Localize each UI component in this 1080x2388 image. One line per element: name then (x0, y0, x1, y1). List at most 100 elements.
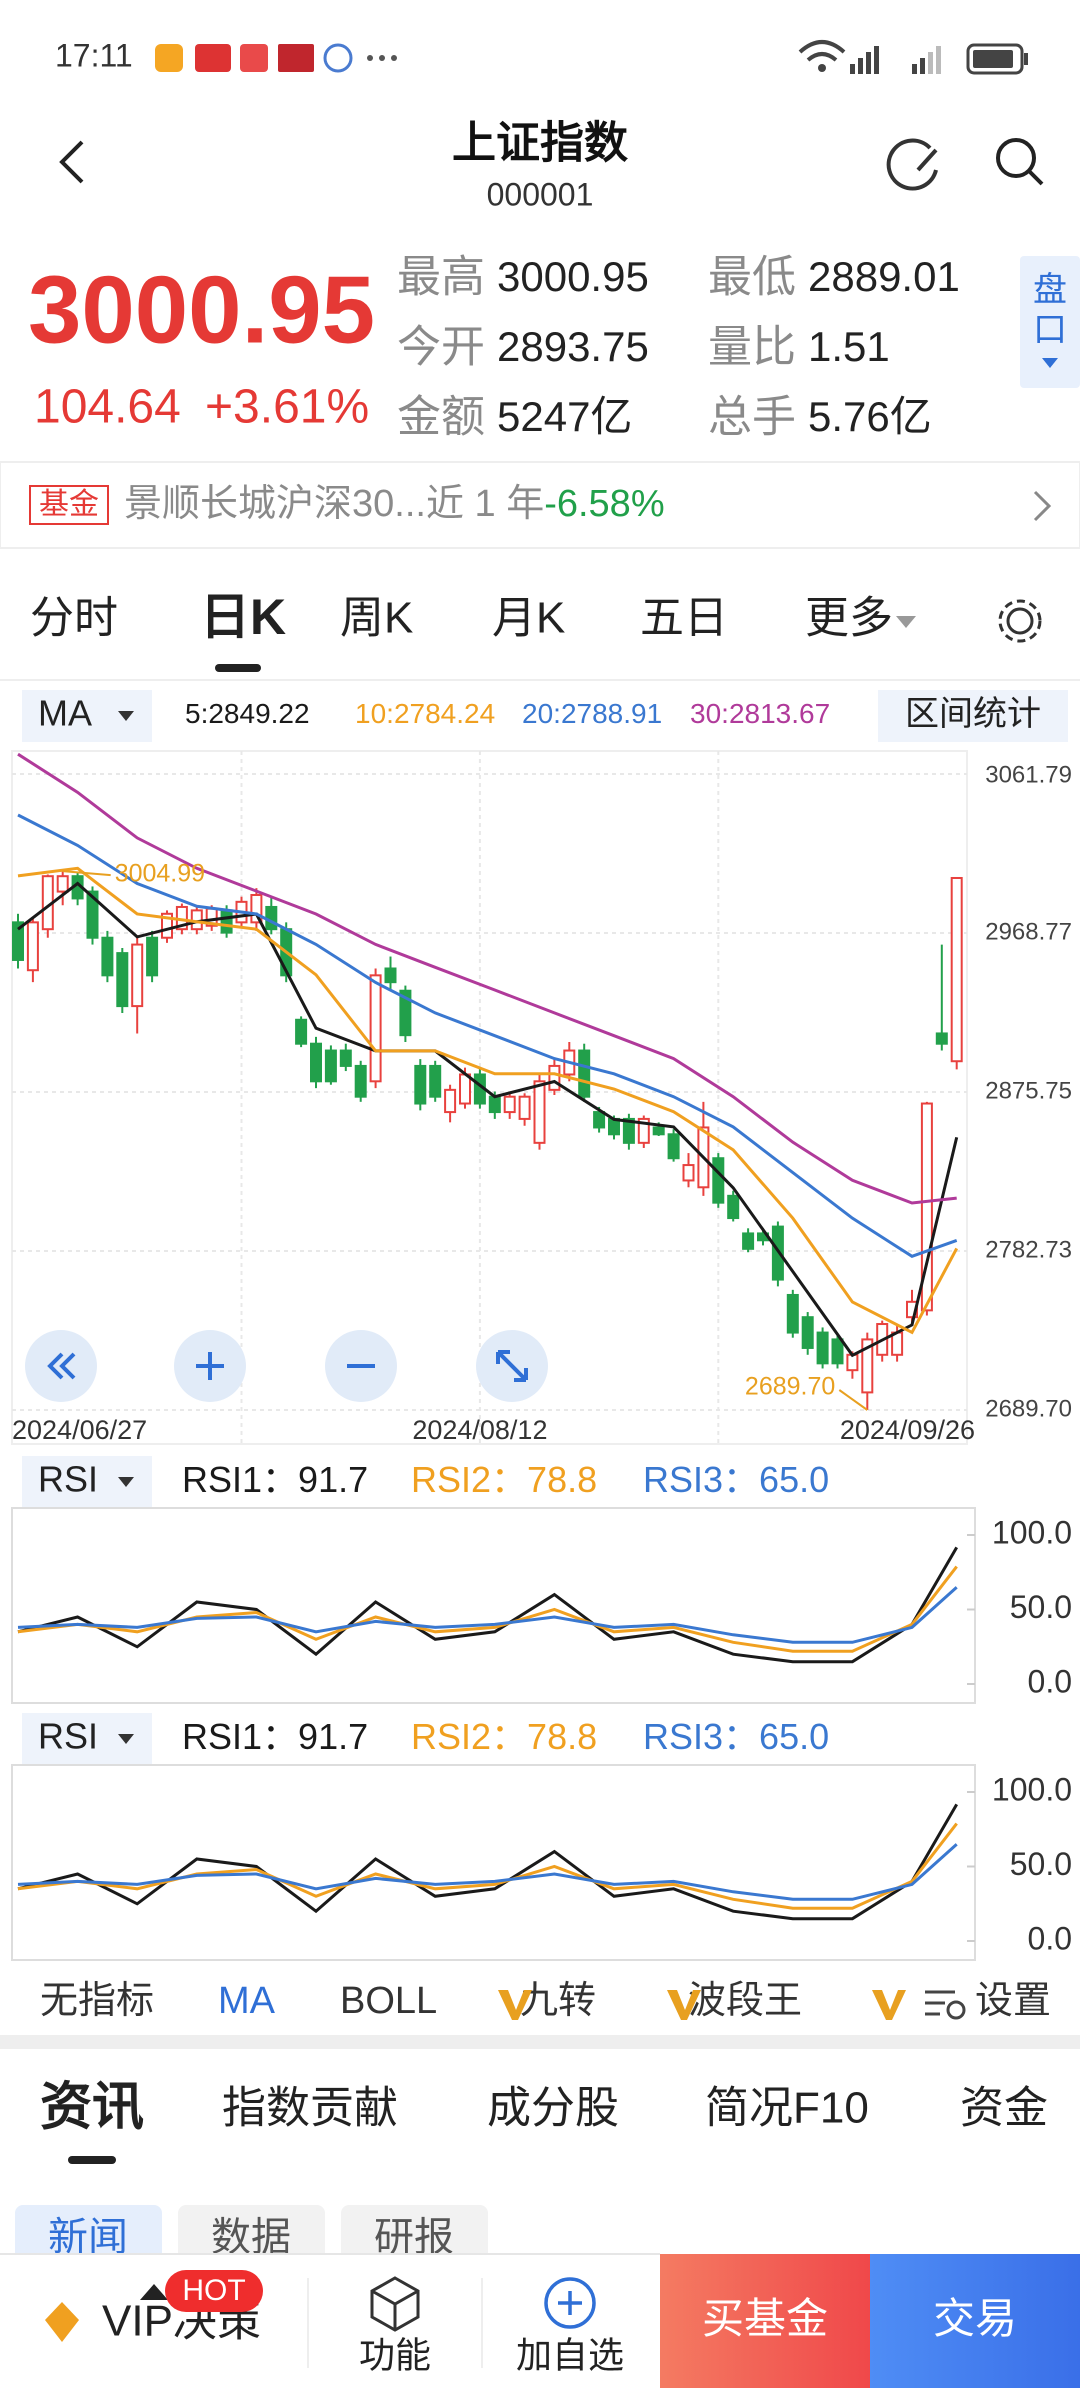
rsi-line (17, 1822, 958, 1910)
sub-tab[interactable] (178, 2205, 325, 2265)
candle-body (518, 1095, 531, 1120)
candle-body (116, 952, 129, 1008)
rsi-tick-label: 100.0 (992, 1771, 1072, 1807)
ma-line (17, 881, 959, 1358)
rsi-legend-name: RSI3： (643, 1716, 759, 1757)
stat-value: 5247亿 (497, 393, 632, 440)
candle-body (488, 1095, 501, 1114)
chart-settings-button[interactable] (998, 599, 1042, 643)
range-stats-button[interactable] (878, 690, 1068, 742)
dropdown-arrow (118, 1477, 134, 1487)
low-annotation: 2689.70 (745, 1373, 835, 1401)
rsi-plot (17, 1546, 958, 1664)
candle-body (146, 936, 159, 977)
rsi-legend: RSI2：78.8 (411, 1716, 597, 1757)
plot-area (12, 752, 963, 1410)
indicator-name: RSI (38, 1716, 98, 1757)
rsi-line (17, 1546, 958, 1664)
section-tab[interactable]: 简况F10 (705, 2084, 869, 2133)
indicator-name: RSI (38, 1459, 98, 1500)
chart-tab[interactable]: 日K (200, 589, 286, 645)
rsi-tick-label: 50.0 (1010, 1846, 1072, 1882)
rsi-legend-name: RSI3： (643, 1459, 759, 1500)
section-tabs: 资讯 指数贡献 成分股 简况F10 资金 (40, 2079, 1048, 2137)
add-watch-label[interactable]: 加自选 (516, 2335, 624, 2376)
rsi-legend: RSI2：78.8 (411, 1459, 597, 1500)
candle-body (220, 909, 233, 934)
candle-body (682, 1164, 695, 1182)
indicator-option[interactable]: 波段王 (688, 1980, 802, 2022)
trade-button[interactable] (870, 2254, 1080, 2388)
indicator-option[interactable]: 九转 (520, 1980, 596, 2022)
indicator-selector[interactable] (22, 1456, 152, 1508)
fund-tag-box (29, 485, 109, 525)
rsi-frame (11, 1507, 976, 1704)
chart-tab[interactable]: 更多 (805, 594, 893, 643)
refresh-button[interactable] (886, 138, 938, 191)
stat-value: 5.76亿 (808, 393, 932, 440)
indicator-option[interactable]: 无指标 (40, 1980, 154, 2022)
high-annotation: 3004.99 (115, 860, 205, 888)
indicator-selector[interactable] (22, 690, 152, 742)
clock: 17:11 (55, 37, 133, 73)
section-tab[interactable]: 成分股 (487, 2084, 619, 2133)
candle-body (742, 1232, 755, 1250)
section-tab[interactable]: 资讯 (40, 2079, 144, 2137)
settings-icon[interactable] (925, 1990, 966, 2020)
buy-fund-button[interactable] (660, 2254, 870, 2388)
dropdown-arrow (1042, 358, 1058, 368)
indicator-option[interactable]: MA (218, 1980, 276, 2022)
add-watch-plus (558, 2291, 582, 2315)
zoom-controls (25, 1330, 548, 1402)
order-book-button[interactable] (1020, 256, 1080, 388)
rsi-line (17, 1586, 958, 1644)
trade-label: 交易 (933, 2295, 1017, 2342)
fund-banner[interactable] (0, 461, 1080, 549)
rsi-legend: RSI1：91.7 (182, 1716, 368, 1757)
settings-label[interactable]: 设置 (975, 1980, 1051, 2022)
candle-body (637, 1117, 650, 1144)
sub-tab[interactable] (341, 2205, 488, 2265)
rsi-legend-value: 78.8 (527, 1459, 597, 1500)
candle-body (935, 1032, 948, 1045)
candle-body (354, 1064, 367, 1098)
chart-tab[interactable]: 月K (492, 594, 565, 643)
candle-body (86, 890, 99, 939)
back-button[interactable] (59, 140, 84, 184)
section-tab[interactable]: 资金 (960, 2084, 1048, 2133)
rsi-legend-name: RSI2： (411, 1716, 527, 1757)
chart-tab[interactable]: 分时 (30, 594, 118, 643)
candle-body (593, 1111, 606, 1129)
rsi-tick-label: 50.0 (1010, 1589, 1072, 1625)
annotation-leader (838, 1389, 868, 1411)
chart-tab[interactable]: 五日 (640, 594, 728, 643)
rsi-line (17, 1803, 958, 1921)
rsi-line (17, 1843, 958, 1901)
ma-legend-name: 20: (522, 698, 561, 729)
sub-tab[interactable] (15, 2205, 162, 2265)
sub-tab-label: 新闻 (48, 2216, 128, 2260)
section-tab[interactable]: 指数贡献 (222, 2084, 398, 2133)
candle-body (667, 1133, 680, 1160)
candle-body (56, 875, 69, 893)
hot-pointer (140, 2284, 168, 2300)
indicator-selector[interactable] (22, 1713, 152, 1765)
indicator-option[interactable]: BOLL (340, 1980, 437, 2022)
rsi-legend-value: 91.7 (298, 1459, 368, 1500)
rsi-legend-value: 91.7 (298, 1716, 368, 1757)
search-button[interactable] (996, 138, 1044, 186)
candle-body (786, 1293, 799, 1334)
range-stats-label: 区间统计 (905, 695, 1041, 733)
chart-tab[interactable]: 周K (340, 594, 413, 643)
chart-tabs: 分时 日K 周K 月K 五日 更多 (30, 589, 893, 672)
candle-body (101, 936, 114, 977)
chevron (1033, 490, 1052, 522)
stat-value: 2889.01 (808, 253, 960, 300)
function-label[interactable]: 功能 (359, 2335, 431, 2376)
plot-frame (11, 750, 968, 1445)
rsi-charts: RSI RSI1：91.7 RSI2：78.8 RSI3：65.0100.050.00… (11, 1456, 1072, 1961)
candle-body (727, 1194, 740, 1220)
candle-body (920, 1102, 933, 1312)
ma-legend-value: 2849.22 (208, 698, 309, 729)
price-tick-label: 2782.73 (985, 1236, 1072, 1263)
